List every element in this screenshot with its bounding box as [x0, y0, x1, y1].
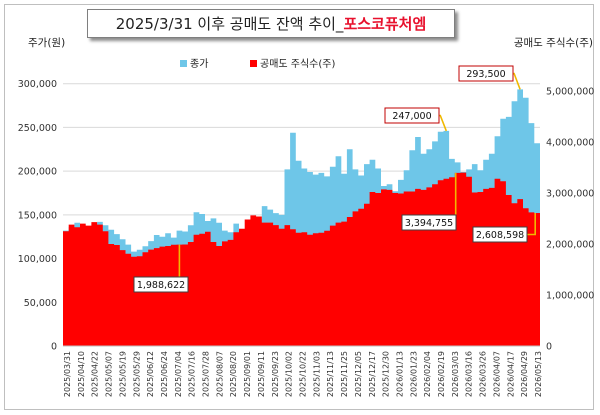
chart-title-main: 2025/3/31 이후 공매도 잔액 추이_ — [115, 15, 344, 33]
chart-title-accent: 포스코퓨처엠 — [343, 15, 427, 33]
x-tick-label: 2025/09/11 — [257, 351, 266, 397]
x-tick-label: 2026/04/17 — [506, 351, 515, 397]
annotation-leader — [527, 213, 536, 236]
x-tick-label: 2025/07/28 — [202, 351, 211, 397]
annotation-leader — [439, 114, 448, 132]
y-left-tick-label: 0 — [51, 342, 57, 353]
annotation-label: 3,394,755 — [405, 218, 453, 229]
x-tick-label: 2025/08/07 — [215, 351, 224, 397]
y-left-tick-label: 150,000 — [18, 210, 57, 221]
legend-label: 종가 — [190, 58, 208, 70]
legend-swatch — [250, 60, 257, 67]
x-tick-label: 2025/10/02 — [285, 351, 294, 397]
y-right-tick-label: 3,000,000 — [546, 189, 594, 200]
chart-title: 2025/3/31 이후 공매도 잔액 추이_ 포스코퓨처엠 — [87, 9, 455, 38]
x-tick-label: 2026/04/07 — [492, 351, 501, 397]
y-left-tick-label: 300,000 — [18, 79, 57, 90]
legend-label: 공매도 주식수(주) — [260, 58, 335, 70]
x-tick-label: 2026/01/13 — [396, 351, 405, 397]
x-tick-label: 2025/12/17 — [368, 351, 377, 397]
x-tick-label: 2025/12/05 — [354, 351, 363, 397]
x-tick-label: 2026/02/19 — [437, 351, 446, 397]
x-tick-label: 2025/11/13 — [326, 351, 335, 397]
x-tick-label: 2026/01/23 — [409, 351, 418, 397]
x-tick-label: 2025/09/01 — [243, 351, 252, 397]
x-tick-label: 2025/06/12 — [146, 351, 155, 397]
y-left-tick-label: 250,000 — [18, 123, 57, 134]
x-tick-label: 2026/02/04 — [423, 351, 432, 397]
x-tick-label: 2025/10/22 — [299, 351, 308, 397]
legend-swatch — [180, 60, 187, 67]
x-tick-label: 2025/05/29 — [132, 351, 141, 397]
annotation-leader — [513, 72, 521, 90]
y-left-tick-label: 100,000 — [18, 254, 57, 265]
y-left-tick-label: 200,000 — [18, 167, 57, 178]
x-tick-label: 2025/11/25 — [340, 351, 349, 397]
y-right-tick-label: 5,000,000 — [546, 87, 594, 98]
x-tick-label: 2026/03/03 — [451, 351, 460, 397]
y-left-tick-label: 50,000 — [24, 298, 57, 309]
y-right-tick-label: 2,000,000 — [546, 240, 594, 251]
y-right-tick-label: 0 — [546, 342, 552, 353]
x-tick-label: 2025/12/30 — [382, 351, 391, 397]
annotation-box — [133, 276, 189, 293]
annotation-box — [458, 65, 514, 82]
x-tick-label: 2025/04/10 — [77, 351, 86, 397]
x-tick-label: 2025/11/03 — [312, 351, 321, 397]
x-tick-label: 2025/05/07 — [105, 351, 114, 397]
annotation-box — [401, 214, 457, 231]
x-tick-label: 2025/09/23 — [271, 351, 280, 397]
y-right-tick-label: 4,000,000 — [546, 138, 594, 149]
x-tick-label: 2025/03/31 — [63, 351, 72, 397]
annotation-box — [472, 226, 528, 243]
x-tick-label: 2025/07/04 — [174, 351, 183, 397]
x-tick-label: 2026/05/13 — [534, 351, 543, 397]
annotation-label: 247,000 — [392, 111, 431, 122]
x-tick-label: 2025/08/20 — [229, 351, 238, 397]
annotation-label: 1,988,622 — [137, 280, 185, 291]
annotation-label: 2,608,598 — [476, 230, 524, 241]
x-tick-label: 2025/05/19 — [118, 351, 127, 397]
annotation-box — [384, 107, 440, 124]
y-right-tick-label: 1,000,000 — [546, 291, 594, 302]
x-tick-label: 2025/07/16 — [188, 351, 197, 397]
x-tick-label: 2025/04/22 — [91, 351, 100, 397]
y-right-axis-title: 공매도 주식수(주) — [514, 37, 593, 49]
x-tick-label: 2026/03/26 — [479, 351, 488, 397]
y-left-axis-title: 주가(원) — [28, 37, 65, 49]
x-tick-label: 2025/06/24 — [160, 351, 169, 397]
x-tick-label: 2026/04/29 — [520, 351, 529, 397]
annotation-label: 293,500 — [466, 69, 505, 80]
x-tick-label: 2026/03/16 — [465, 351, 474, 397]
